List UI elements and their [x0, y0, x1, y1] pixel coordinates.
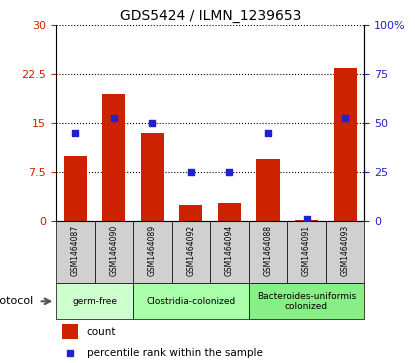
- Point: [72, 130, 78, 136]
- Bar: [256, 159, 280, 221]
- Text: GSM1464092: GSM1464092: [186, 224, 195, 276]
- Text: GSM1464091: GSM1464091: [302, 224, 311, 276]
- Point: [188, 170, 194, 175]
- Text: percentile rank within the sample: percentile rank within the sample: [87, 348, 263, 358]
- Bar: [210, 221, 249, 283]
- Bar: [64, 156, 87, 221]
- Bar: [133, 283, 249, 319]
- Text: GSM1464093: GSM1464093: [341, 224, 349, 276]
- Bar: [95, 221, 133, 283]
- Bar: [249, 283, 364, 319]
- Bar: [56, 283, 133, 319]
- Point: [303, 217, 310, 223]
- Point: [342, 115, 349, 121]
- Bar: [179, 205, 203, 221]
- Text: Bacteroides-uniformis
colonized: Bacteroides-uniformis colonized: [257, 291, 356, 311]
- Bar: [102, 94, 125, 221]
- Text: Clostridia-colonized: Clostridia-colonized: [146, 297, 236, 306]
- Bar: [249, 221, 287, 283]
- Point: [110, 115, 117, 121]
- Text: GSM1464087: GSM1464087: [71, 224, 80, 276]
- Bar: [141, 133, 164, 221]
- Bar: [62, 324, 78, 339]
- Text: protocol: protocol: [0, 296, 33, 306]
- Bar: [334, 68, 356, 221]
- Bar: [133, 221, 172, 283]
- Text: count: count: [87, 327, 116, 337]
- Title: GDS5424 / ILMN_1239653: GDS5424 / ILMN_1239653: [120, 9, 301, 23]
- Bar: [218, 203, 241, 221]
- Text: GSM1464090: GSM1464090: [109, 224, 118, 276]
- Point: [226, 170, 233, 175]
- Text: GSM1464089: GSM1464089: [148, 224, 157, 276]
- Text: GSM1464088: GSM1464088: [264, 224, 273, 276]
- Bar: [172, 221, 210, 283]
- Text: GSM1464094: GSM1464094: [225, 224, 234, 276]
- Point: [265, 130, 271, 136]
- Bar: [287, 221, 326, 283]
- Point: [149, 121, 156, 126]
- Bar: [295, 220, 318, 221]
- Bar: [56, 221, 95, 283]
- Text: germ-free: germ-free: [72, 297, 117, 306]
- Bar: [326, 221, 364, 283]
